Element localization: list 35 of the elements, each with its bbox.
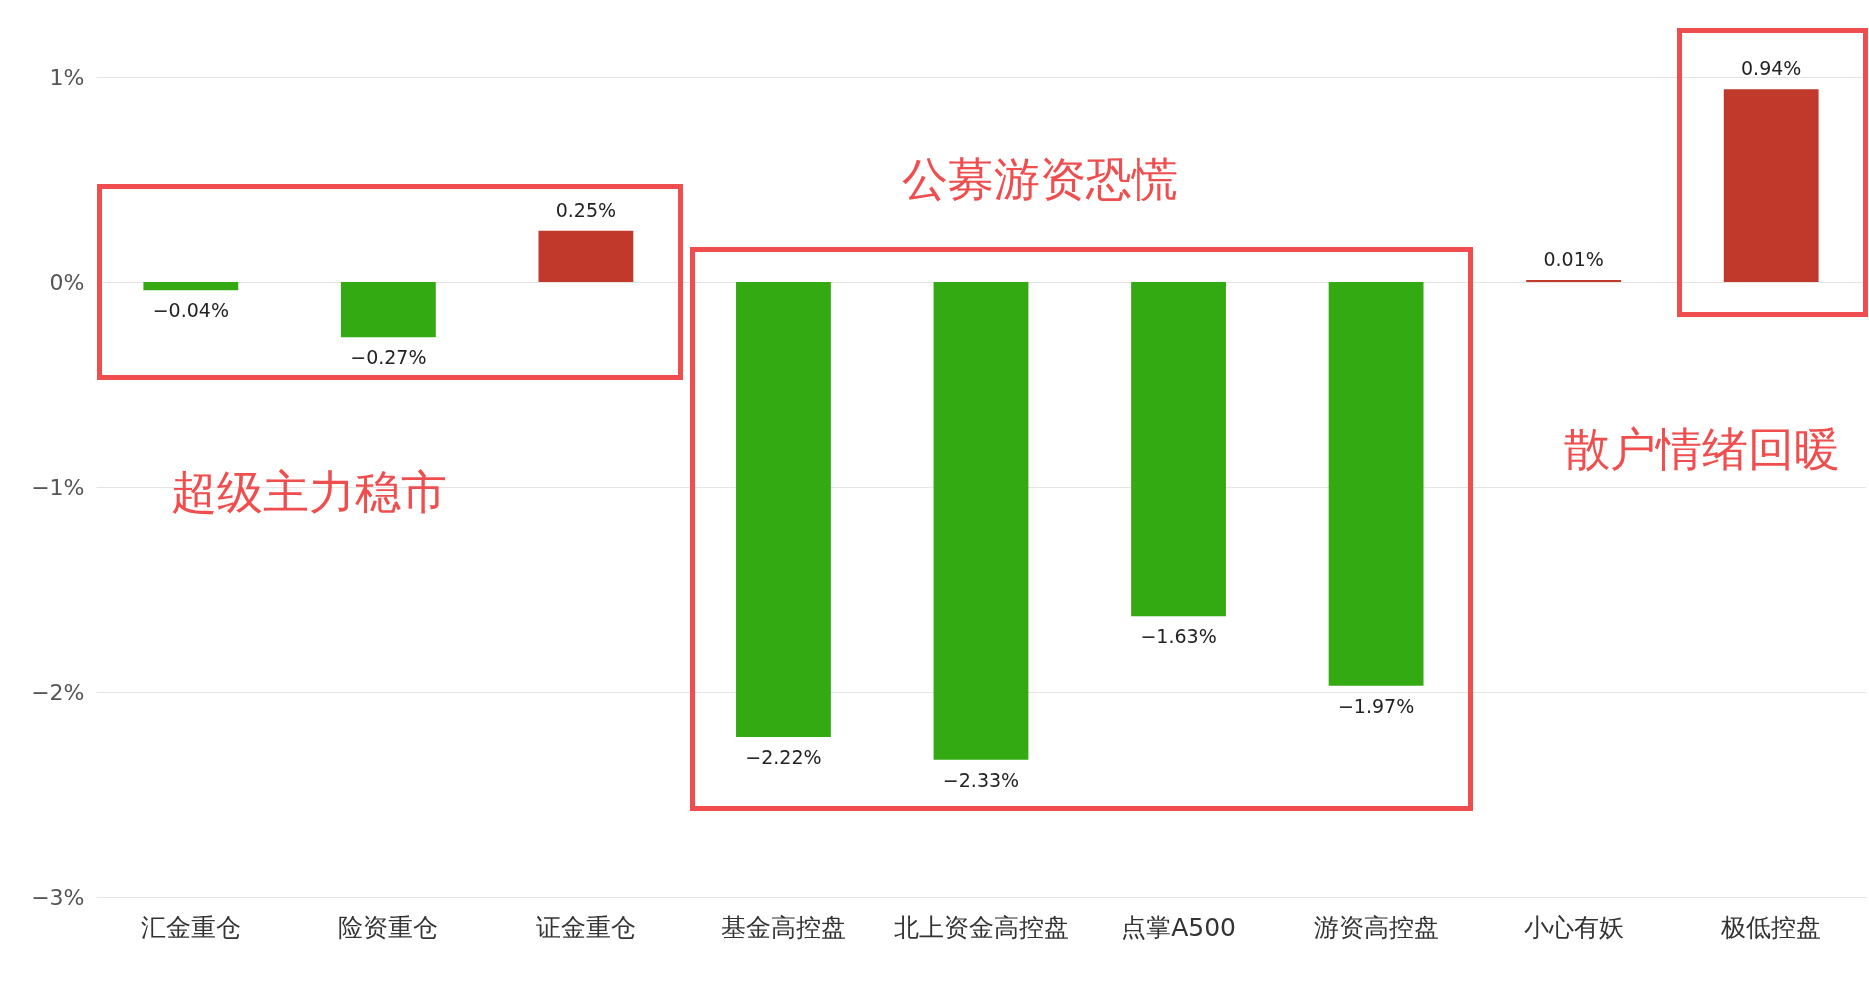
y-tick-label: −1% [31,474,85,500]
bar [143,282,239,291]
bar [736,282,831,738]
bar [933,282,1029,760]
x-tick-label: 北上资金高控盘 [893,912,1069,942]
x-tick-label: 极低控盘 [1720,912,1822,942]
data-label: −0.04% [152,299,229,322]
bar [1328,282,1424,686]
y-tick-label: 0% [49,269,85,295]
data-label: 0.01% [1543,247,1604,270]
x-tick-label: 险资重仓 [338,912,439,942]
bar [1723,89,1819,282]
bar [1131,282,1226,617]
bar [1526,279,1622,282]
x-tick-label: 汇金重仓 [140,912,241,942]
y-tick-label: 1% [49,64,85,90]
data-label: 0.25% [555,198,617,221]
x-tick-label: 点掌A500 [1121,912,1236,942]
x-tick-label: 证金重仓 [535,912,636,942]
x-tick-label: 基金高控盘 [720,912,846,942]
data-label: 0.94% [1741,57,1802,80]
bar [538,230,634,282]
annotation: 超级主力稳市 [171,464,448,522]
data-label: −2.22% [745,746,822,769]
annotation: 散户情绪回暖 [1564,421,1841,479]
data-label: −0.27% [350,346,427,369]
x-tick-label: 小心有妖 [1523,912,1624,942]
annotation: 公募游资恐慌 [902,150,1179,208]
y-tick-label: −3% [31,884,85,910]
x-tick-label: 游资高控盘 [1313,912,1439,942]
data-label: −2.33% [942,768,1020,791]
data-label: −1.97% [1337,694,1415,717]
y-tick-label: −2% [31,679,85,705]
bar [340,282,436,338]
data-label: −1.63% [1140,625,1217,648]
